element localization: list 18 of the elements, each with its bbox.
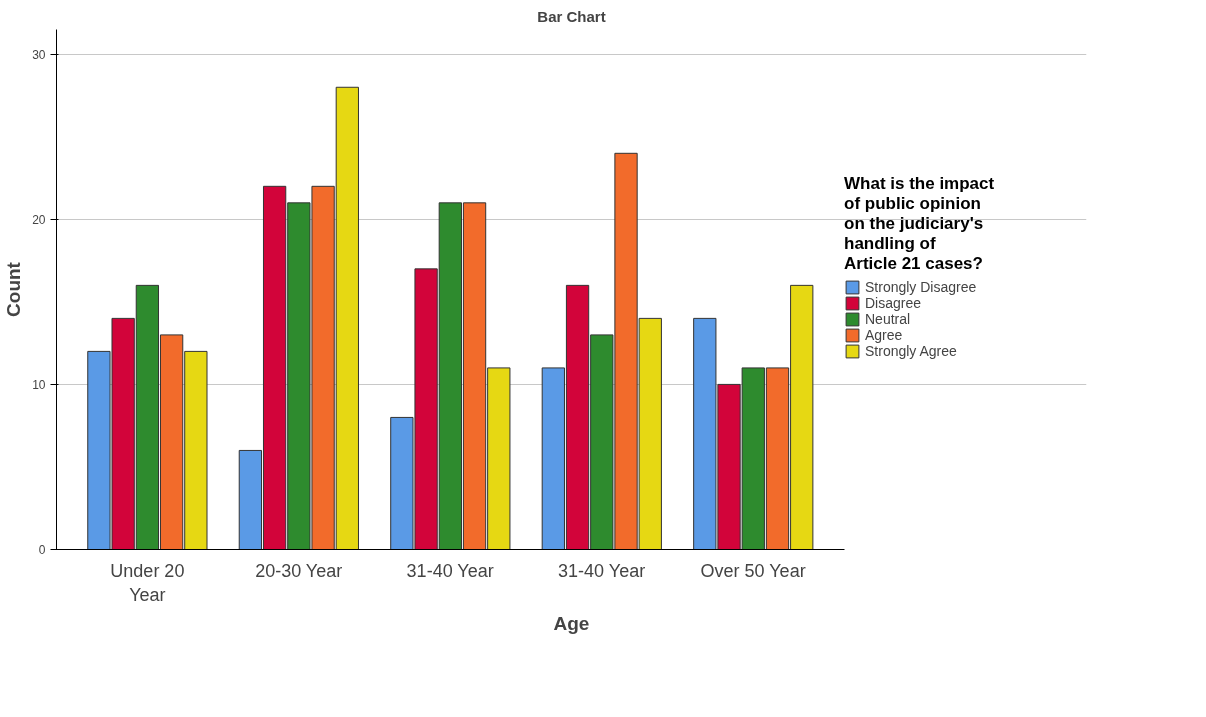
- x-tick-label: 31-40 Year: [406, 560, 494, 581]
- legend-title: What is the impact of public opinion on the judiciary's handling of Article 21 cases?: [844, 174, 995, 274]
- legend-label: Strongly Agree: [865, 343, 957, 359]
- x-tick-label: Over 50 Year: [700, 560, 806, 581]
- y-tick-label: 0: [38, 543, 46, 557]
- legend-label: Disagree: [865, 295, 922, 311]
- legend-label: Strongly Disagree: [865, 279, 977, 295]
- y-tick-label: 30: [32, 47, 46, 62]
- y-tick-label: 20: [32, 212, 46, 227]
- x-tick-label: 20-30 Year: [255, 560, 343, 581]
- y-axis-title: Count: [3, 261, 25, 317]
- x-axis-title: Age: [553, 612, 590, 634]
- x-tick-label: 31-40 Year: [558, 560, 646, 581]
- legend-label: Agree: [865, 327, 903, 343]
- chart-title: Bar Chart: [537, 7, 606, 25]
- y-tick-label: 10: [32, 377, 46, 392]
- legend-label: Neutral: [865, 311, 911, 327]
- x-tick-label: Under 20 Year: [110, 560, 185, 605]
